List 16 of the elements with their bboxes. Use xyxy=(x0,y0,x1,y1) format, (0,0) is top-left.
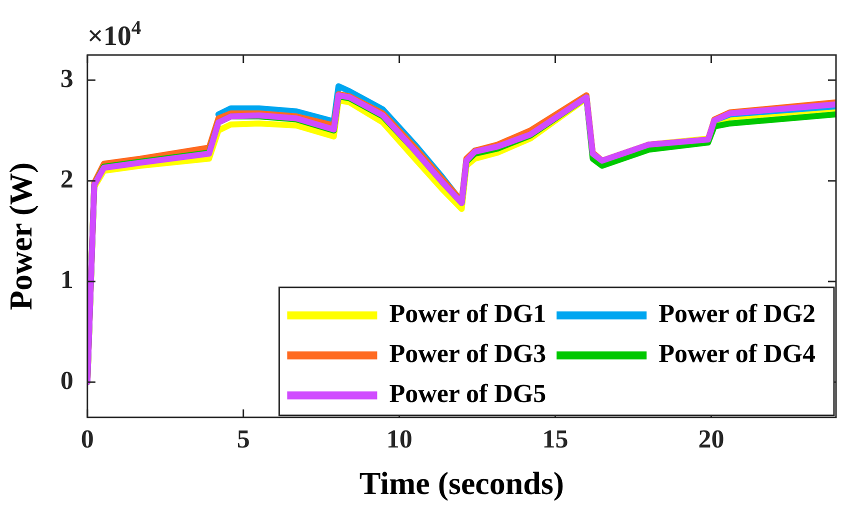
legend-label: Power of DG3 xyxy=(389,339,546,368)
legend-label: Power of DG1 xyxy=(389,299,546,328)
x-tick-label: 0 xyxy=(80,424,94,454)
y-axis-title: Power (W) xyxy=(2,162,38,310)
x-tick-label: 15 xyxy=(542,424,568,454)
y-tick-label: 2 xyxy=(60,164,74,194)
x-axis-title: Time (seconds) xyxy=(359,465,564,502)
legend-label: Power of DG4 xyxy=(658,339,816,368)
x-tick-label: 5 xyxy=(236,424,250,454)
y-tick-label: 3 xyxy=(60,64,74,93)
legend-label: Power of DG5 xyxy=(389,379,546,408)
x-tick-label: 10 xyxy=(386,424,412,454)
x-tick-label: 20 xyxy=(698,424,724,454)
y-tick-label: 1 xyxy=(60,265,74,294)
legend-label: Power of DG2 xyxy=(658,299,816,328)
y-tick-label: 0 xyxy=(60,366,74,395)
